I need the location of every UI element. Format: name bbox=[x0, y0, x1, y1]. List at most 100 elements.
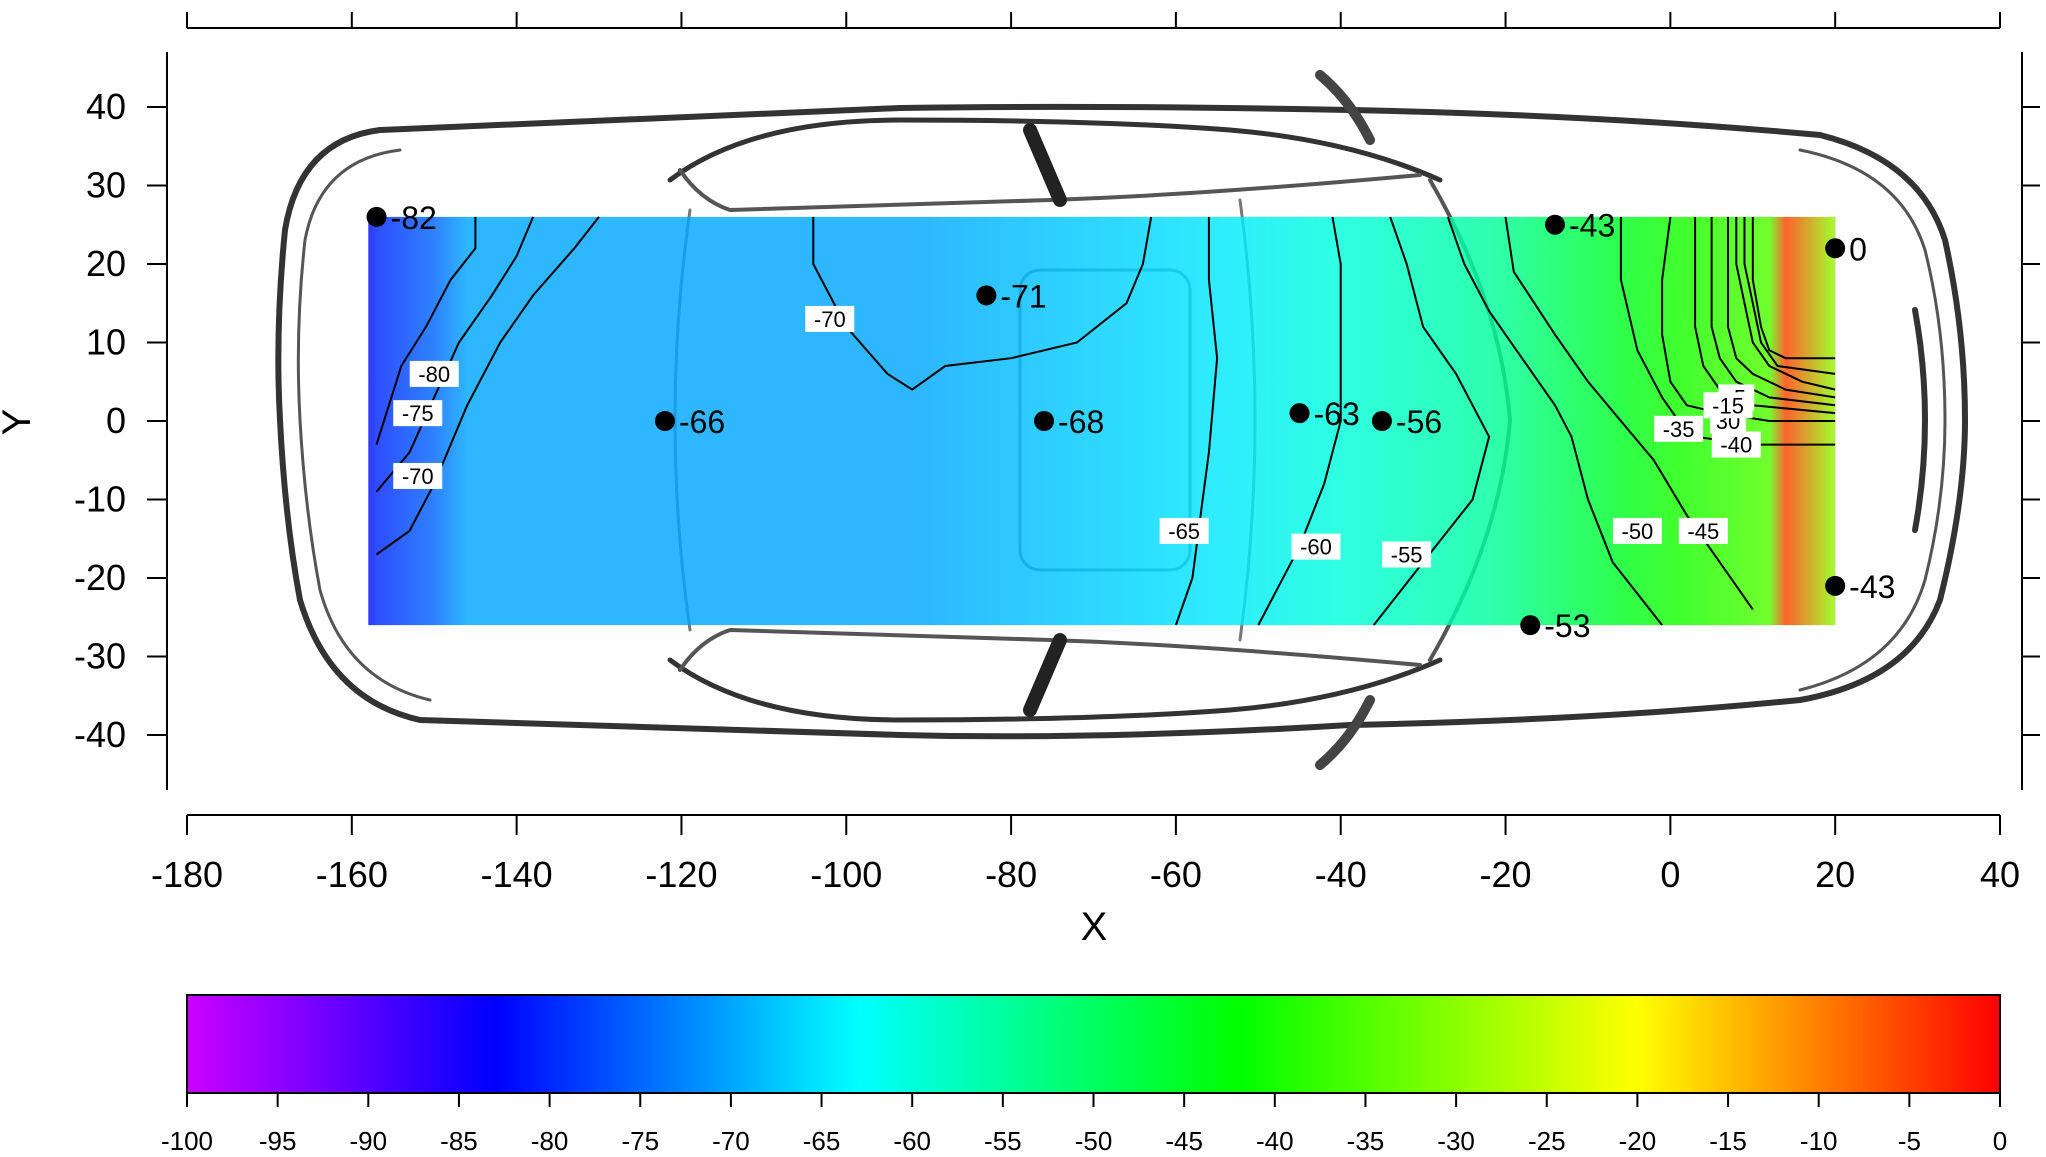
plot-axes: -180 -160 -140 -120 -100 -80 -60 -40 -20 0 20 40403… bbox=[74, 12, 2040, 895]
colorbar-tick-label: -75 bbox=[621, 1126, 659, 1156]
measurement-point bbox=[1544, 214, 1565, 235]
y-tick-label: -20 bbox=[74, 557, 126, 598]
contour-label: -50 bbox=[1622, 519, 1654, 544]
colorbar-tick-label: -80 bbox=[531, 1126, 569, 1156]
contour-lines bbox=[375, 216, 1836, 626]
contour-line bbox=[1504, 216, 1754, 610]
x-tick-label: -180 bbox=[151, 854, 223, 895]
measurement-point bbox=[1289, 403, 1310, 424]
x-tick-label: -60 bbox=[1150, 854, 1202, 895]
heatmap-fill bbox=[368, 216, 1836, 626]
contour-label-box bbox=[409, 360, 459, 387]
y-tick-label: 20 bbox=[86, 243, 126, 284]
point-value-label: -82 bbox=[391, 200, 437, 236]
colorbar-tick-label: -100 bbox=[161, 1126, 213, 1156]
contour-label-box bbox=[1654, 415, 1704, 442]
x-axis-label: X bbox=[1081, 905, 1108, 949]
colorbar-tick-label: -20 bbox=[1619, 1126, 1657, 1156]
contour-line bbox=[1446, 216, 1663, 626]
x-tick-label: -120 bbox=[645, 854, 717, 895]
contour-label: -40 bbox=[1720, 433, 1752, 458]
y-tick-label: 30 bbox=[86, 164, 126, 205]
x-tick-label: -40 bbox=[1315, 854, 1367, 895]
contour-line bbox=[1727, 216, 1836, 399]
contour-label-box bbox=[1382, 541, 1432, 568]
colorbar-tick-label: -10 bbox=[1800, 1126, 1838, 1156]
contour-line bbox=[1661, 216, 1836, 422]
contour-line bbox=[1751, 216, 1836, 360]
contour-line bbox=[1743, 216, 1836, 375]
y-tick-label: -30 bbox=[74, 636, 126, 677]
y-tick-label: 10 bbox=[86, 321, 126, 362]
measurement-point bbox=[1520, 615, 1541, 636]
colorbar-tick-label: -95 bbox=[259, 1126, 297, 1156]
contour-line bbox=[1735, 216, 1836, 391]
measurement-point bbox=[654, 411, 675, 431]
contour-label-box bbox=[393, 400, 443, 427]
point-value-label: -43 bbox=[1569, 208, 1615, 244]
contour-label: -55 bbox=[1391, 542, 1423, 567]
contour-label: -70 bbox=[814, 307, 846, 332]
colorbar: -100 -95 -90 -85 -80 -75 -70 -65 -60 -55 -50 -45 -40… bbox=[161, 994, 2007, 1156]
colorbar-tick-label: -50 bbox=[1075, 1126, 1113, 1156]
x-tick-label: 20 bbox=[1815, 854, 1855, 895]
colorbar-tick-label: -30 bbox=[1437, 1126, 1475, 1156]
contour-line bbox=[1372, 216, 1491, 626]
point-value-label: 0 bbox=[1849, 231, 1867, 267]
contour-line bbox=[375, 216, 477, 445]
point-value-label: -63 bbox=[1314, 396, 1360, 432]
contour-label-box bbox=[1612, 517, 1662, 544]
contour-label-box bbox=[1711, 431, 1761, 458]
colorbar-tick-label: -55 bbox=[984, 1126, 1022, 1156]
y-tick-label: 0 bbox=[106, 400, 126, 441]
colorbar-tick-label: -15 bbox=[1709, 1126, 1747, 1156]
contour-label-box bbox=[805, 305, 855, 332]
measurement-point bbox=[366, 206, 387, 227]
contour-label-box bbox=[393, 462, 443, 489]
contour-line bbox=[375, 216, 535, 493]
x-tick-label: -160 bbox=[316, 854, 388, 895]
colorbar-tick-label: -70 bbox=[712, 1126, 750, 1156]
contour-label: -65 bbox=[1168, 519, 1200, 544]
colorbar-tick-label: -25 bbox=[1528, 1126, 1566, 1156]
point-value-label: -53 bbox=[1544, 608, 1590, 644]
point-value-label: -66 bbox=[679, 404, 725, 440]
contour-label: -45 bbox=[1687, 519, 1719, 544]
point-value-label: -43 bbox=[1849, 569, 1895, 605]
colorbar-tick-label: -65 bbox=[803, 1126, 841, 1156]
measurement-point bbox=[1034, 411, 1055, 431]
contour-label-box bbox=[1678, 517, 1728, 544]
contour-label-box bbox=[1159, 517, 1209, 544]
x-tick-label: -80 bbox=[985, 854, 1037, 895]
x-tick-label: -100 bbox=[810, 854, 882, 895]
colorbar-tick-label: -85 bbox=[440, 1126, 478, 1156]
colorbar-tick-label: -35 bbox=[1347, 1126, 1385, 1156]
colorbar-tick-label: -45 bbox=[1165, 1126, 1203, 1156]
contour-label: -60 bbox=[1300, 535, 1332, 560]
x-tick-label: -140 bbox=[481, 854, 553, 895]
contour-line bbox=[1710, 216, 1836, 407]
contour-line bbox=[812, 216, 1153, 391]
x-tick-label: -20 bbox=[1480, 854, 1532, 895]
measurement-point bbox=[1825, 575, 1846, 596]
measurement-point bbox=[1371, 411, 1392, 431]
colorbar-gradient bbox=[186, 994, 2001, 1094]
colorbar-tick-label: -60 bbox=[893, 1126, 931, 1156]
y-axis-label: Y bbox=[0, 409, 39, 436]
colorbar-tick-label: -5 bbox=[1898, 1126, 1921, 1156]
contour-label: -15 bbox=[1712, 393, 1744, 418]
contour-label-box bbox=[1703, 392, 1753, 419]
y-tick-label: 40 bbox=[86, 86, 126, 127]
y-tick-label: -40 bbox=[74, 714, 126, 755]
colorbar-tick-label: 0 bbox=[1993, 1126, 2007, 1156]
x-tick-label: 0 bbox=[1660, 854, 1680, 895]
point-value-label: -71 bbox=[1000, 278, 1046, 314]
point-value-label: -68 bbox=[1058, 404, 1104, 440]
contour-line bbox=[375, 216, 600, 556]
contour-label: -35 bbox=[1663, 417, 1695, 442]
contour-line bbox=[1174, 216, 1219, 626]
colorbar-tick-label: -40 bbox=[1256, 1126, 1294, 1156]
measurement-point bbox=[1825, 238, 1846, 259]
contour-label: -75 bbox=[402, 401, 434, 426]
